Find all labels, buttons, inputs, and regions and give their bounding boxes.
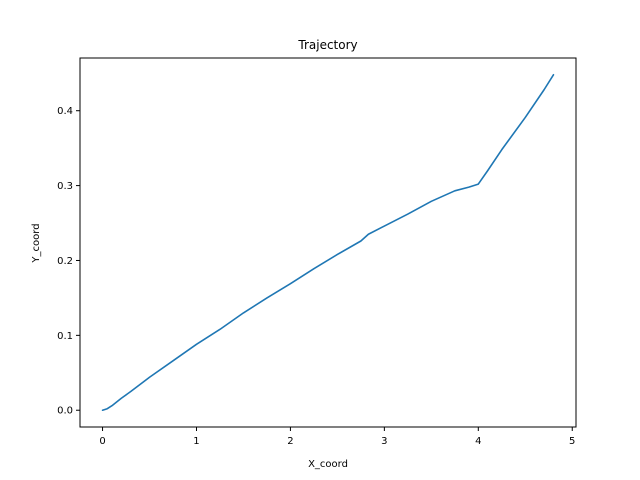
- x-axis-label: X_coord: [308, 459, 348, 470]
- x-tick-label: 2: [287, 436, 293, 447]
- series-layer: [101, 73, 555, 412]
- x-ticks: 0 1 2 3 4 5: [99, 427, 575, 447]
- y-tick-label: 0.1: [57, 331, 73, 342]
- y-tick-label: 0.4: [57, 106, 73, 117]
- x-tick-label: 0: [99, 436, 105, 447]
- x-tick-label: 4: [475, 436, 481, 447]
- x-tick-label: 5: [569, 436, 575, 447]
- y-tick-label: 0.0: [57, 406, 73, 417]
- y-ticks: 0.0 0.1 0.2 0.3 0.4: [57, 106, 80, 417]
- y-tick-label: 0.3: [57, 181, 73, 192]
- x-tick-label: 3: [381, 436, 387, 447]
- x-tick-label: 1: [193, 436, 199, 447]
- plot-area: [80, 58, 576, 427]
- series-line-0: [101, 73, 555, 412]
- y-axis-label: Y_coord: [31, 223, 42, 263]
- chart-title: Trajectory: [297, 38, 357, 52]
- axes-frame: [79, 57, 577, 428]
- y-tick-label: 0.2: [57, 256, 73, 267]
